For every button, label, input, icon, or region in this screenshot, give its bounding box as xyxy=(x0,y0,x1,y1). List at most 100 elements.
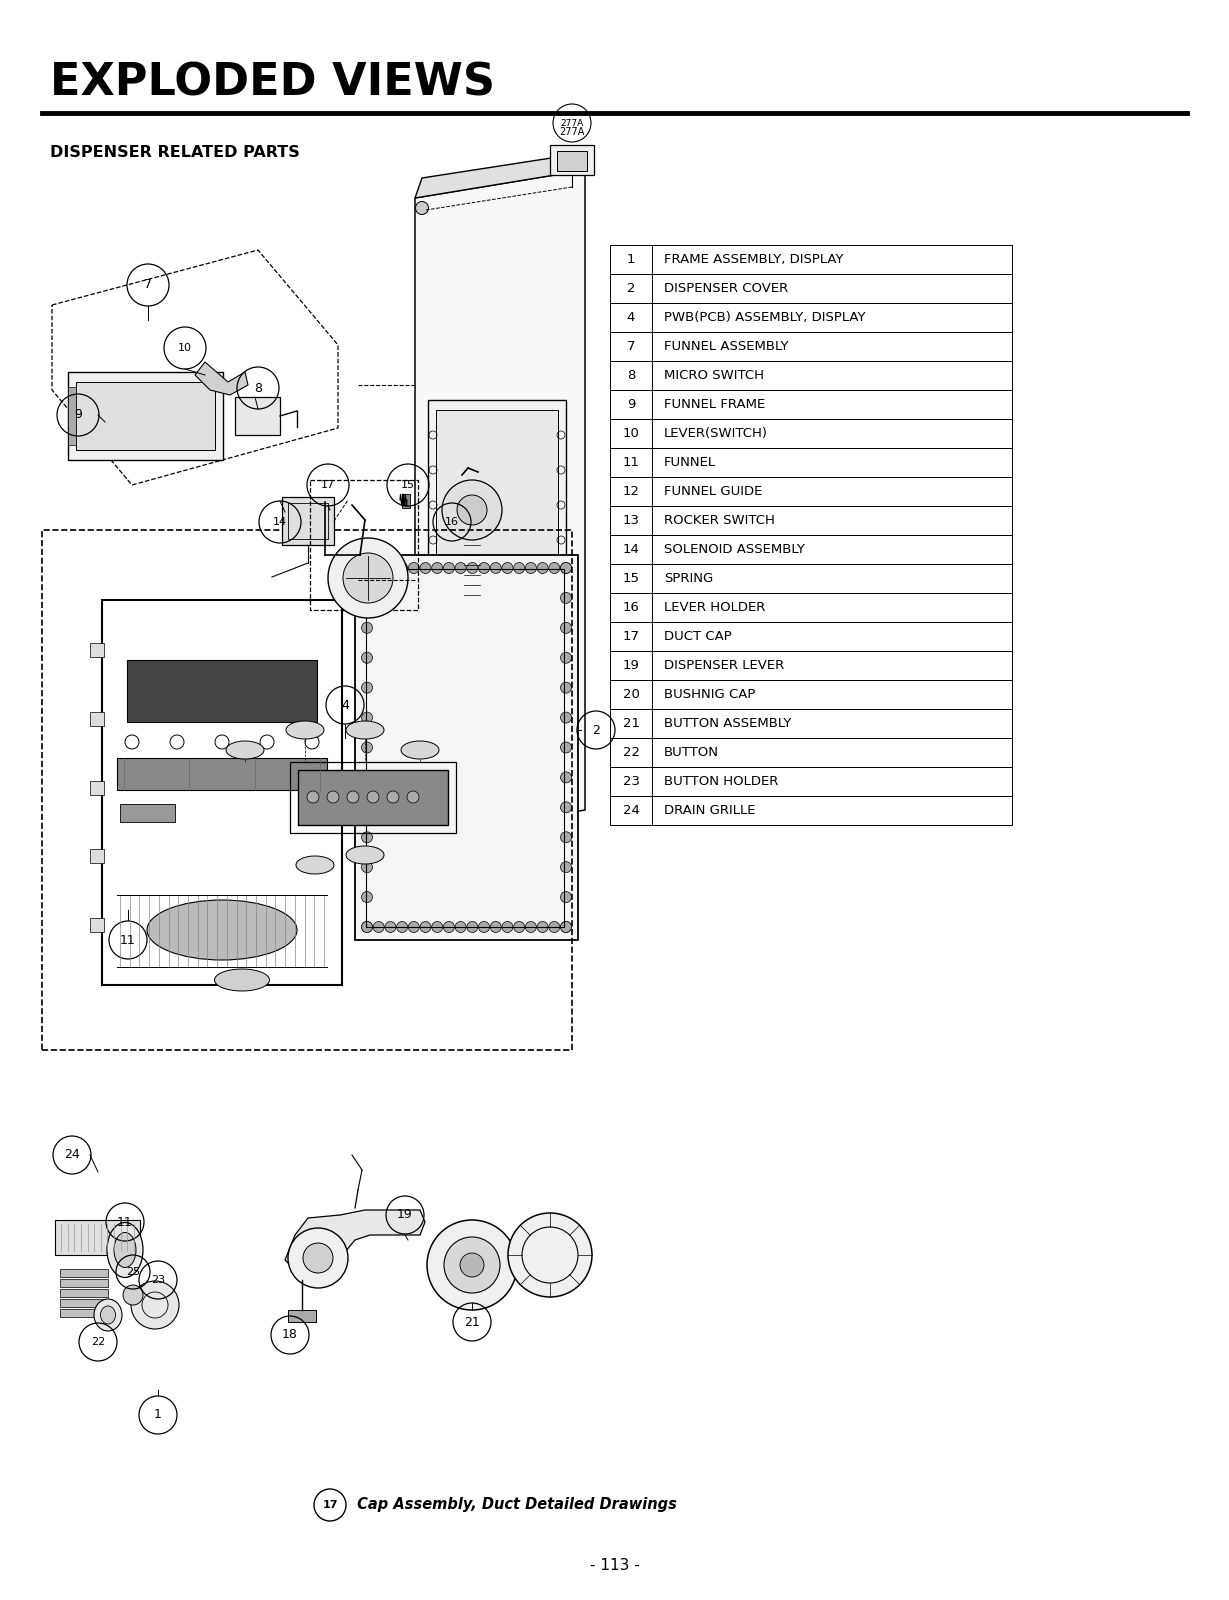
Circle shape xyxy=(478,922,489,933)
Bar xyxy=(297,770,449,826)
Circle shape xyxy=(431,922,442,933)
Circle shape xyxy=(374,922,385,933)
Ellipse shape xyxy=(114,1232,136,1267)
Circle shape xyxy=(457,494,487,525)
Text: SPRING: SPRING xyxy=(664,573,713,586)
Text: DUCT CAP: DUCT CAP xyxy=(664,630,731,643)
Bar xyxy=(610,563,1011,594)
Circle shape xyxy=(560,622,571,634)
Text: 10: 10 xyxy=(623,427,639,440)
Text: DISPENSER COVER: DISPENSER COVER xyxy=(664,282,788,294)
Text: BUTTON ASSEMBLY: BUTTON ASSEMBLY xyxy=(664,717,791,730)
Bar xyxy=(120,805,175,822)
Text: 4: 4 xyxy=(627,310,635,323)
Circle shape xyxy=(431,563,442,573)
Bar xyxy=(610,362,1011,390)
Circle shape xyxy=(387,790,399,803)
Ellipse shape xyxy=(101,1306,116,1325)
Bar xyxy=(42,530,571,1050)
Circle shape xyxy=(307,790,320,803)
Polygon shape xyxy=(285,1210,425,1280)
Circle shape xyxy=(514,922,525,933)
Text: 9: 9 xyxy=(627,398,635,411)
Bar xyxy=(76,382,215,450)
Text: 21: 21 xyxy=(623,717,639,730)
Text: 277A: 277A xyxy=(560,118,584,128)
Polygon shape xyxy=(415,152,590,198)
Bar xyxy=(60,1269,108,1277)
Circle shape xyxy=(460,1253,484,1277)
Circle shape xyxy=(347,790,359,803)
Bar xyxy=(610,738,1011,766)
Circle shape xyxy=(537,563,548,573)
Polygon shape xyxy=(195,362,248,395)
Text: SOLENOID ASSEMBLY: SOLENOID ASSEMBLY xyxy=(664,542,805,557)
Ellipse shape xyxy=(107,1222,143,1277)
Circle shape xyxy=(501,563,512,573)
Bar xyxy=(68,371,222,461)
Bar xyxy=(610,680,1011,709)
Circle shape xyxy=(123,1285,143,1306)
Bar xyxy=(288,1310,316,1322)
Bar xyxy=(290,762,456,834)
Bar xyxy=(90,918,104,931)
Text: 17: 17 xyxy=(623,630,639,643)
Circle shape xyxy=(537,922,548,933)
Text: - 113 -: - 113 - xyxy=(590,1557,639,1573)
Text: 17: 17 xyxy=(321,480,336,490)
Text: 2: 2 xyxy=(627,282,635,294)
Circle shape xyxy=(560,771,571,782)
Bar xyxy=(90,712,104,726)
Text: 25: 25 xyxy=(125,1267,140,1277)
Text: 4: 4 xyxy=(342,699,349,712)
Bar xyxy=(288,502,328,539)
Text: 277A: 277A xyxy=(559,126,585,138)
Circle shape xyxy=(361,682,372,693)
Circle shape xyxy=(467,922,478,933)
Circle shape xyxy=(560,922,571,933)
Bar xyxy=(55,1221,140,1254)
Bar xyxy=(90,850,104,864)
Ellipse shape xyxy=(215,970,269,990)
Bar xyxy=(402,494,410,509)
Text: 23: 23 xyxy=(151,1275,165,1285)
Text: 17: 17 xyxy=(322,1501,338,1510)
Bar xyxy=(610,795,1011,826)
Circle shape xyxy=(490,922,501,933)
Bar xyxy=(610,651,1011,680)
Text: DRAIN GRILLE: DRAIN GRILLE xyxy=(664,803,756,818)
Bar xyxy=(610,302,1011,331)
Text: 14: 14 xyxy=(273,517,288,526)
Text: FUNNEL FRAME: FUNNEL FRAME xyxy=(664,398,766,411)
Ellipse shape xyxy=(286,722,324,739)
Text: 21: 21 xyxy=(465,1315,479,1328)
Circle shape xyxy=(361,592,372,603)
Bar xyxy=(610,622,1011,651)
Text: 16: 16 xyxy=(445,517,458,526)
Circle shape xyxy=(385,922,396,933)
Circle shape xyxy=(361,802,372,813)
Bar xyxy=(610,245,1011,274)
Circle shape xyxy=(455,922,466,933)
Text: 18: 18 xyxy=(283,1328,297,1341)
Circle shape xyxy=(478,563,489,573)
Circle shape xyxy=(560,682,571,693)
Text: FUNNEL: FUNNEL xyxy=(664,456,717,469)
Text: 22: 22 xyxy=(91,1338,106,1347)
Text: 2: 2 xyxy=(592,723,600,736)
Text: FRAME ASSEMBLY, DISPLAY: FRAME ASSEMBLY, DISPLAY xyxy=(664,253,843,266)
Text: 8: 8 xyxy=(254,381,262,395)
Circle shape xyxy=(525,922,536,933)
Bar xyxy=(436,410,558,690)
Text: ROCKER SWITCH: ROCKER SWITCH xyxy=(664,514,774,526)
Bar xyxy=(60,1278,108,1286)
Circle shape xyxy=(560,712,571,723)
Bar xyxy=(366,570,564,926)
Polygon shape xyxy=(355,555,578,939)
Text: EXPLODED VIEWS: EXPLODED VIEWS xyxy=(50,62,495,106)
Bar xyxy=(610,477,1011,506)
Circle shape xyxy=(361,712,372,723)
Circle shape xyxy=(415,202,429,214)
Circle shape xyxy=(560,742,571,754)
Circle shape xyxy=(444,1237,500,1293)
